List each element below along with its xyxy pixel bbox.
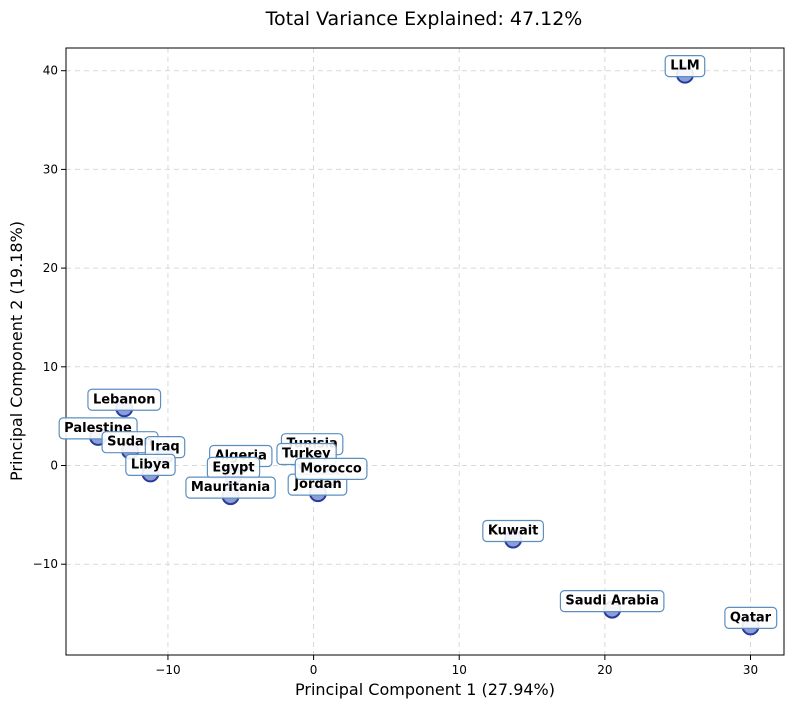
point-label-text: Egypt (212, 460, 254, 475)
x-tick-label: 20 (597, 663, 612, 677)
point-label: Morocco (294, 457, 368, 480)
point-label: LLM (664, 55, 706, 78)
axis-ticks: −10 0 10 20 30 −10 0 10 20 30 40 (33, 64, 758, 677)
point-label-box (185, 476, 276, 499)
point-label-box (294, 457, 368, 480)
plot-area (65, 47, 785, 656)
point-label-box (664, 55, 706, 78)
point-label-text: Qatar (730, 610, 772, 625)
x-tick-label: 10 (452, 663, 467, 677)
point-label-box (559, 589, 665, 613)
y-tick-label: 10 (43, 360, 58, 374)
data-points (89, 65, 760, 636)
chart-title: Total Variance Explained: 47.12% (265, 8, 583, 30)
point-label-box (724, 606, 778, 629)
point-label: Iraq (144, 436, 186, 459)
point-label-text: Mauritania (191, 480, 270, 495)
point-label: Libya (125, 453, 176, 476)
point-label: Saudi Arabia (559, 589, 665, 613)
point-label-text: Libya (131, 457, 170, 472)
point-label-box (125, 453, 176, 476)
x-tick-label: 30 (743, 663, 758, 677)
x-tick-label: 0 (310, 663, 318, 677)
y-axis-label: Principal Component 2 (19.18%) (7, 221, 26, 481)
y-tick-label: 30 (43, 162, 58, 176)
point-label-text: Lebanon (93, 392, 156, 407)
point-label: Egypt (206, 456, 261, 479)
point-label-box (87, 388, 162, 411)
point-label-text: Morocco (300, 461, 362, 476)
point-labels: LLMLebanonPalestineSudanIraqLibyaAlgeria… (58, 55, 778, 629)
y-tick-label: 0 (50, 458, 58, 472)
point-label-text: Iraq (150, 440, 179, 455)
x-axis-label: Principal Component 1 (27.94%) (295, 680, 555, 699)
point-label-text: Kuwait (488, 524, 539, 539)
point-label-text: Sudan (107, 435, 153, 450)
point-label-text: Saudi Arabia (565, 594, 658, 609)
point-label-text: LLM (670, 59, 700, 74)
x-tick-label: −10 (155, 663, 180, 677)
point-label: Mauritania (185, 476, 276, 499)
grid (66, 48, 784, 655)
point-label: Qatar (724, 606, 778, 629)
point-label: Kuwait (482, 519, 544, 543)
point-label: Sudan (101, 431, 159, 454)
y-tick-label: 40 (43, 64, 58, 78)
point-label: Lebanon (87, 388, 162, 411)
y-tick-label: 20 (43, 261, 58, 275)
point-label-text: Jordan (293, 477, 342, 492)
y-tick-label: −10 (33, 557, 58, 571)
point-label-box (482, 519, 544, 543)
